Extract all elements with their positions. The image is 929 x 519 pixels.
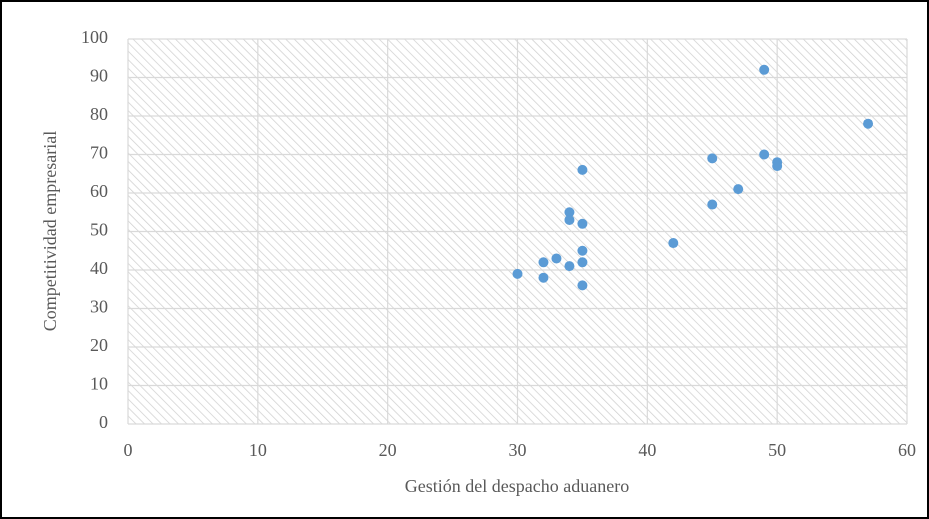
x-tick-label: 20 — [379, 440, 397, 460]
data-point — [564, 207, 575, 218]
data-point — [707, 153, 718, 164]
x-tick-label: 50 — [768, 440, 786, 460]
data-point — [551, 253, 562, 264]
data-point — [772, 161, 783, 172]
x-tick-label: 10 — [249, 440, 267, 460]
y-tick-label: 30 — [90, 297, 108, 317]
data-point — [512, 268, 523, 279]
data-point — [733, 184, 744, 195]
data-point — [564, 261, 575, 272]
data-point — [577, 218, 588, 229]
data-point — [668, 238, 679, 249]
data-point — [564, 214, 575, 225]
x-axis-label: Gestión del despacho aduanero — [405, 476, 629, 496]
y-tick-label: 90 — [90, 66, 108, 86]
data-point — [759, 149, 770, 160]
y-tick-label: 70 — [90, 143, 108, 163]
data-point — [707, 199, 718, 210]
y-tick-label: 40 — [90, 258, 108, 278]
data-point — [577, 257, 588, 268]
x-tick-label: 60 — [898, 440, 916, 460]
y-tick-label: 60 — [90, 181, 108, 201]
y-tick-label: 20 — [90, 335, 108, 355]
y-tick-label: 50 — [90, 220, 108, 240]
data-point — [759, 64, 770, 75]
y-axis-label: Competitividad empresarial — [40, 131, 60, 331]
data-point — [577, 280, 588, 291]
data-point — [538, 272, 549, 283]
y-tick-label: 10 — [90, 374, 108, 394]
x-tick-label: 30 — [509, 440, 527, 460]
x-tick-label: 0 — [124, 440, 133, 460]
data-point — [577, 245, 588, 256]
y-tick-label: 80 — [90, 104, 108, 124]
y-tick-label: 100 — [81, 27, 108, 47]
data-point — [538, 257, 549, 268]
y-tick-label: 0 — [99, 412, 108, 432]
data-point — [863, 118, 874, 129]
x-tick-label: 40 — [638, 440, 656, 460]
data-point — [577, 164, 588, 175]
